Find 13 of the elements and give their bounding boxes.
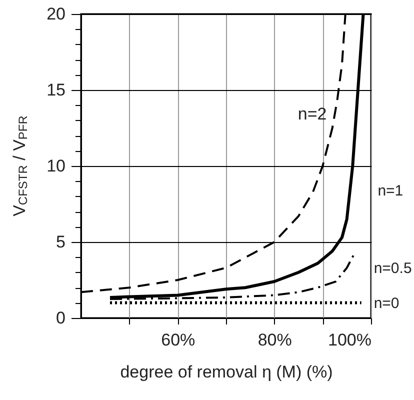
y-tick-label: 10 — [46, 156, 66, 176]
x-tick-label: 60% — [161, 330, 196, 350]
x-axis-title: degree of removal η (M) (%) — [120, 362, 333, 382]
annotation: n=2 — [298, 104, 327, 124]
annotation: n=1 — [378, 182, 404, 200]
annotation: n=0 — [374, 294, 400, 312]
y-tick-label: 20 — [46, 4, 66, 24]
x-tick-label: 100% — [328, 330, 372, 350]
y-tick-label: 15 — [46, 80, 66, 100]
x-tick-label: 80% — [258, 330, 292, 350]
y-tick-label: 0 — [56, 308, 66, 328]
annotation: n=0.5 — [374, 260, 412, 277]
y-tick-label: 5 — [56, 232, 66, 252]
